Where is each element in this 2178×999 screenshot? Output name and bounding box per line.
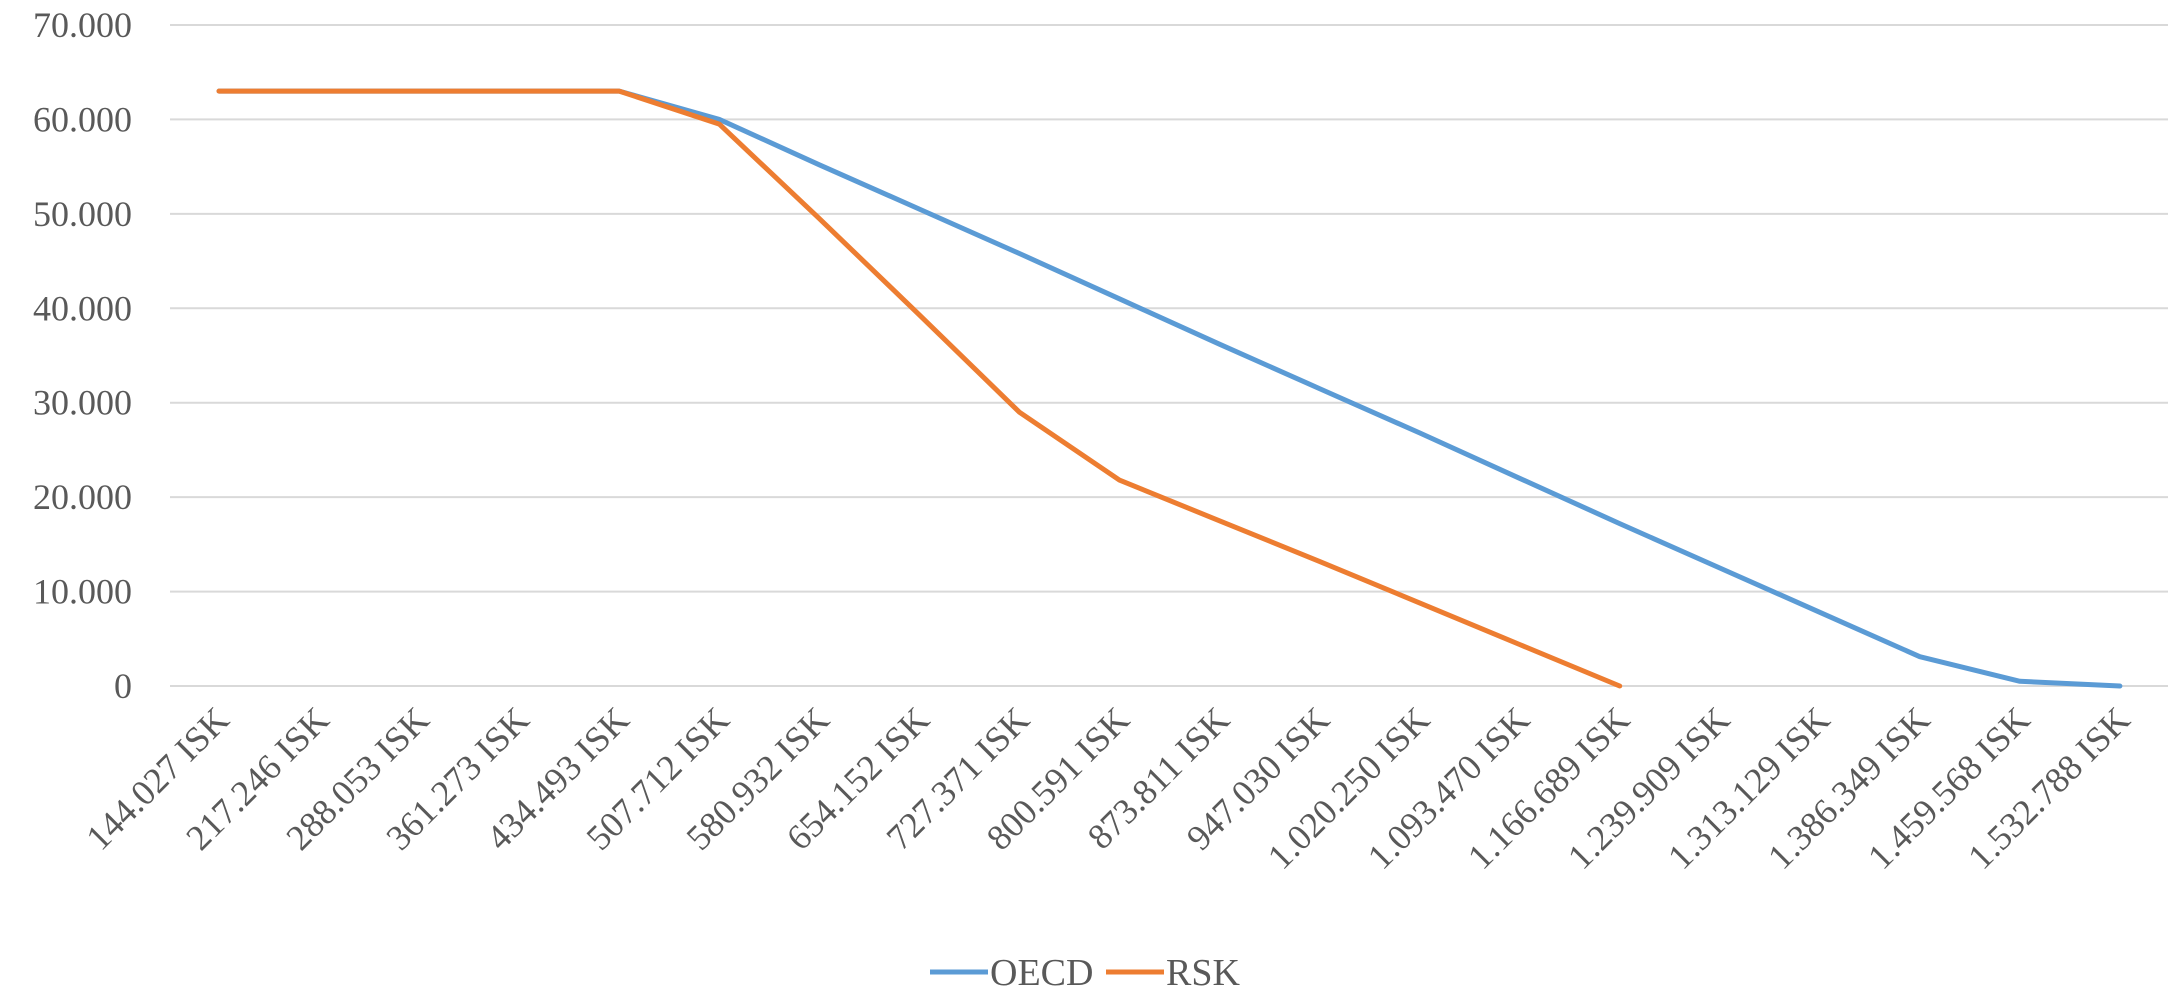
legend-label-rsk: RSK bbox=[1166, 952, 1240, 994]
y-tick-label: 60.000 bbox=[33, 99, 132, 139]
y-tick-label: 0 bbox=[114, 666, 132, 706]
y-axis-ticks: 0 10.000 20.000 30.000 40.000 50.000 60.000 70.… bbox=[33, 5, 132, 706]
series-lines bbox=[219, 91, 2120, 686]
legend: OECD RSK bbox=[930, 952, 1240, 994]
series-line-oecd bbox=[219, 91, 2120, 686]
y-tick-label: 70.000 bbox=[33, 5, 132, 45]
gridlines bbox=[170, 25, 2168, 686]
legend-label-oecd: OECD bbox=[990, 952, 1093, 994]
y-tick-label: 10.000 bbox=[33, 572, 132, 612]
y-tick-label: 50.000 bbox=[33, 194, 132, 234]
series-line-rsk bbox=[219, 91, 1620, 686]
y-tick-label: 30.000 bbox=[33, 383, 132, 423]
y-tick-label: 20.000 bbox=[33, 477, 132, 517]
y-tick-label: 40.000 bbox=[33, 288, 132, 328]
